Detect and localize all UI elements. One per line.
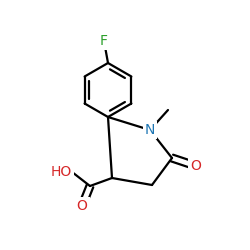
Text: O: O (76, 199, 88, 213)
Text: O: O (190, 159, 202, 173)
Text: F: F (100, 34, 108, 48)
Text: N: N (145, 123, 155, 137)
Text: HO: HO (51, 165, 72, 179)
